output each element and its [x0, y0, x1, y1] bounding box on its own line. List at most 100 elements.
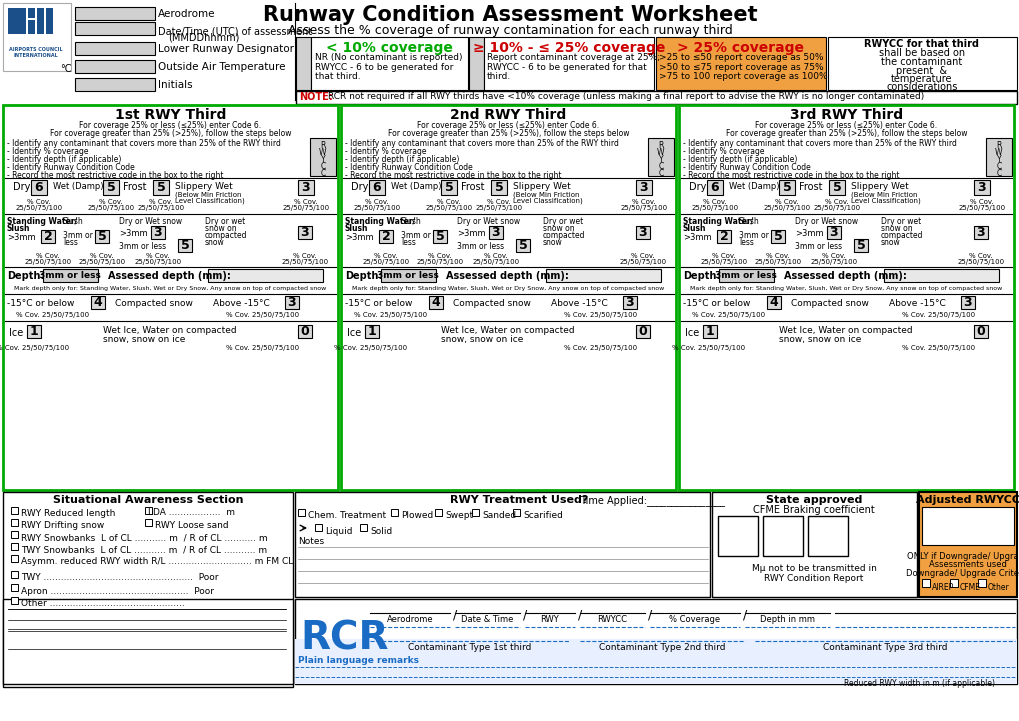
Text: Slush: Slush [344, 224, 368, 233]
Bar [718, 269, 773, 282]
Text: R: R [996, 141, 1001, 150]
Bar [883, 269, 998, 282]
Text: 25/50/75/100: 25/50/75/100 [754, 259, 801, 265]
Bar [827, 37, 1016, 90]
Text: less: less [63, 238, 77, 247]
Text: 4: 4 [94, 296, 102, 309]
Text: Standing Water/: Standing Water/ [7, 217, 77, 226]
Text: 25/50/75/100: 25/50/75/100 [138, 205, 184, 211]
Text: ≥ 10% - ≤ 25% coverage: ≥ 10% - ≤ 25% coverage [473, 41, 664, 55]
Text: Contaminant Type 1st third: Contaminant Type 1st third [408, 643, 531, 652]
Bar [3, 492, 292, 687]
Text: >3mm: >3mm [683, 233, 711, 242]
Bar [379, 230, 392, 243]
Text: % Cov.: % Cov. [149, 199, 172, 205]
Text: Mark depth only for: Standing Water, Slush, Wet or Dry Snow, Any snow on top of : Mark depth only for: Standing Water, Slu… [352, 286, 664, 291]
Text: Assessed depth (mm):: Assessed depth (mm): [445, 271, 569, 281]
Text: RWY: RWY [540, 615, 558, 624]
Text: snow, snow on ice: snow, snow on ice [103, 335, 185, 344]
Text: Apron ................................................  Poor: Apron ..................................… [21, 586, 214, 596]
Bar [11, 555, 18, 562]
Text: Depth:: Depth: [7, 271, 45, 281]
Text: - Identify Runway Condition Code: - Identify Runway Condition Code [683, 163, 810, 172]
Text: >25 to ≤50 report coverage as 50%: >25 to ≤50 report coverage as 50% [658, 53, 822, 62]
Text: RCR: RCR [301, 619, 389, 657]
Text: % Cov. 25/50/75/100: % Cov. 25/50/75/100 [354, 312, 427, 318]
Bar [75, 42, 155, 55]
Bar [3, 3, 71, 71]
Text: >75 to 100 report coverage as 100%: >75 to 100 report coverage as 100% [658, 72, 826, 81]
Text: Level Classification): Level Classification) [850, 198, 920, 205]
Text: Scarified: Scarified [523, 511, 562, 521]
Text: Chem. Treatment: Chem. Treatment [308, 511, 386, 521]
Text: 25/50/75/100: 25/50/75/100 [88, 205, 135, 211]
Bar [340, 105, 676, 490]
Text: Aerodrome: Aerodrome [386, 615, 433, 624]
Text: Depth in mm: Depth in mm [759, 615, 814, 624]
Text: Depth:: Depth: [344, 271, 382, 281]
Text: % Cov. 25/50/75/100: % Cov. 25/50/75/100 [226, 312, 300, 318]
Text: Dry or wet: Dry or wet [205, 217, 245, 226]
Text: Report contaminant coverage at 25%;: Report contaminant coverage at 25%; [486, 53, 659, 62]
Text: that third.: that third. [315, 72, 361, 81]
Text: % Cov.: % Cov. [969, 199, 993, 205]
Text: RWY Snowbanks  L of CL ........... m  / R of CL ........... m: RWY Snowbanks L of CL ........... m / R … [21, 534, 267, 542]
Text: Reduced RWY width in m (if applicable): Reduced RWY width in m (if applicable) [844, 679, 995, 688]
Bar [636, 325, 649, 338]
Text: 25/50/75/100: 25/50/75/100 [620, 205, 666, 211]
Text: Above -15°C: Above -15°C [550, 299, 607, 308]
Text: Slush: Slush [63, 217, 84, 226]
Text: Mark depth only for: Standing Water, Slush, Wet or Dry Snow, Any snow on top of : Mark depth only for: Standing Water, Slu… [14, 286, 326, 291]
Text: Date & Time: Date & Time [461, 615, 514, 624]
Text: /: / [647, 609, 651, 622]
Text: Frost: Frost [798, 182, 821, 192]
Text: 3: 3 [976, 226, 984, 239]
Text: % Cov.: % Cov. [99, 199, 122, 205]
Text: % Cov. 25/50/75/100: % Cov. 25/50/75/100 [16, 312, 90, 318]
Bar [28, 8, 35, 18]
Text: Dry or wet: Dry or wet [880, 217, 920, 226]
Text: For coverage greater than 25% (>25%), follow the steps below: For coverage greater than 25% (>25%), fo… [387, 129, 629, 138]
Text: 3: 3 [301, 226, 309, 239]
Text: Runway Condition Assessment Worksheet: Runway Condition Assessment Worksheet [263, 5, 756, 25]
Bar [91, 296, 105, 309]
Bar [11, 531, 18, 538]
Text: - Identify % coverage: - Identify % coverage [7, 147, 89, 156]
Bar [284, 296, 299, 309]
Text: - Identify Runway Condition Code: - Identify Runway Condition Code [344, 163, 472, 172]
Text: the contaminant: the contaminant [880, 57, 962, 67]
Text: 25/50/75/100: 25/50/75/100 [691, 205, 738, 211]
Text: >3mm: >3mm [119, 229, 148, 238]
Text: % Cov. 25/50/75/100: % Cov. 25/50/75/100 [564, 345, 637, 351]
Text: shall be based on: shall be based on [878, 48, 964, 58]
Bar [647, 138, 674, 176]
Bar [298, 325, 312, 338]
Text: % Cov.: % Cov. [292, 253, 317, 259]
Text: % Cov.: % Cov. [90, 253, 114, 259]
Bar [636, 180, 651, 195]
Text: % Cov.: % Cov. [437, 199, 461, 205]
Text: 3: 3 [977, 181, 985, 194]
Bar [484, 37, 653, 90]
Bar [145, 507, 152, 514]
Text: Dry or wet: Dry or wet [542, 217, 583, 226]
Bar [807, 516, 847, 556]
Text: % Cov.: % Cov. [632, 199, 655, 205]
Bar [360, 524, 367, 531]
Bar [75, 78, 155, 91]
Text: RWYCC - 6 to be generated for that: RWYCC - 6 to be generated for that [486, 63, 646, 72]
Bar [960, 296, 974, 309]
Text: 3: 3 [302, 181, 310, 194]
Text: NOTE:: NOTE: [299, 92, 332, 102]
Bar [41, 230, 55, 243]
Text: RCR not required if all RWY thirds have <10% coverage (unless making a final rep: RCR not required if all RWY thirds have … [328, 92, 923, 101]
Text: For coverage 25% or less (≤25%) enter Code 6.: For coverage 25% or less (≤25%) enter Co… [79, 121, 261, 130]
Text: Frost: Frost [461, 182, 484, 192]
Text: Asymm. reduced RWY width R/L ............................. m FM CL: Asymm. reduced RWY width R/L ...........… [21, 557, 293, 567]
Text: 25/50/75/100: 25/50/75/100 [416, 259, 463, 265]
Text: snow, snow on ice: snow, snow on ice [440, 335, 523, 344]
Text: Assess the % coverage of runway contamination for each runway third: Assess the % coverage of runway contamin… [287, 24, 732, 37]
Text: LDA ..................  m: LDA .................. m [148, 508, 234, 517]
Text: % Coverage: % Coverage [668, 615, 719, 624]
Text: (MMDDhhmm): (MMDDhhmm) [168, 33, 239, 43]
